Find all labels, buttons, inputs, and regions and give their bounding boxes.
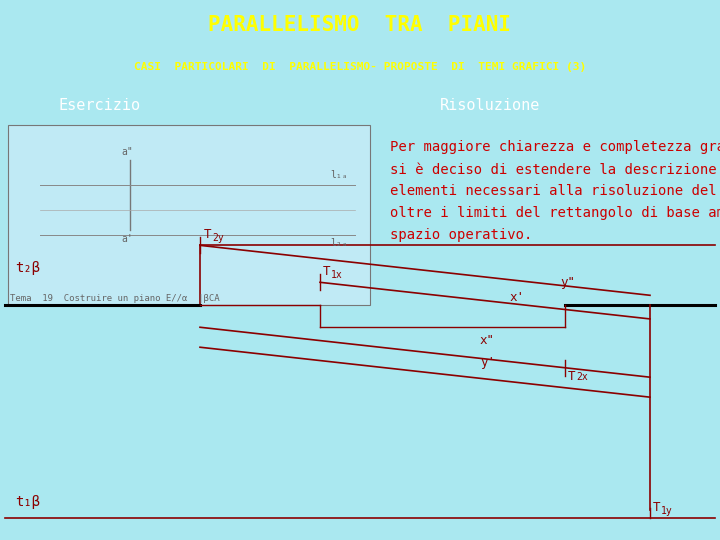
- Text: CASI  PARTICOLARI  DI  PARALLELISMO- PROPOSTE  DI  TEMI GRAFICI (3): CASI PARTICOLARI DI PARALLELISMO- PROPOS…: [134, 62, 586, 72]
- Text: Esercizio: Esercizio: [59, 98, 141, 113]
- Text: T: T: [568, 370, 575, 383]
- Text: elementi necessari alla risoluzione del problema: elementi necessari alla risoluzione del …: [390, 185, 720, 198]
- Text: 1y: 1y: [661, 506, 672, 516]
- Text: T: T: [204, 228, 212, 241]
- Text: Per maggiore chiarezza e completezza grafica: Per maggiore chiarezza e completezza gra…: [390, 140, 720, 154]
- Text: PARALLELISMO  TRA  PIANI: PARALLELISMO TRA PIANI: [209, 15, 511, 35]
- Text: l₂ₐ: l₂ₐ: [330, 238, 348, 248]
- Text: y': y': [480, 356, 495, 369]
- Text: 1x: 1x: [331, 271, 343, 280]
- Text: Risoluzione: Risoluzione: [440, 98, 540, 113]
- FancyBboxPatch shape: [8, 125, 370, 305]
- Text: a": a": [121, 147, 133, 158]
- Text: y": y": [560, 276, 575, 289]
- Text: a': a': [121, 234, 133, 245]
- Text: t₁β: t₁β: [15, 495, 40, 509]
- Text: oltre i limiti del rettangolo di base ampliando lo: oltre i limiti del rettangolo di base am…: [390, 206, 720, 220]
- Text: spazio operativo.: spazio operativo.: [390, 228, 532, 242]
- Text: 2x: 2x: [576, 372, 588, 382]
- Text: Tema  19  Costruire un piano E//α  |βCA: Tema 19 Costruire un piano E//α |βCA: [10, 294, 220, 303]
- Text: x": x": [480, 334, 495, 347]
- Text: T: T: [653, 501, 660, 514]
- Text: l₁ₐ: l₁ₐ: [330, 171, 348, 180]
- Text: x': x': [510, 291, 525, 304]
- Text: t₂β: t₂β: [15, 261, 40, 275]
- Text: 2y: 2y: [212, 233, 224, 244]
- Text: si è deciso di estendere la descrizione degli: si è deciso di estendere la descrizione …: [390, 163, 720, 177]
- Text: T: T: [323, 265, 330, 278]
